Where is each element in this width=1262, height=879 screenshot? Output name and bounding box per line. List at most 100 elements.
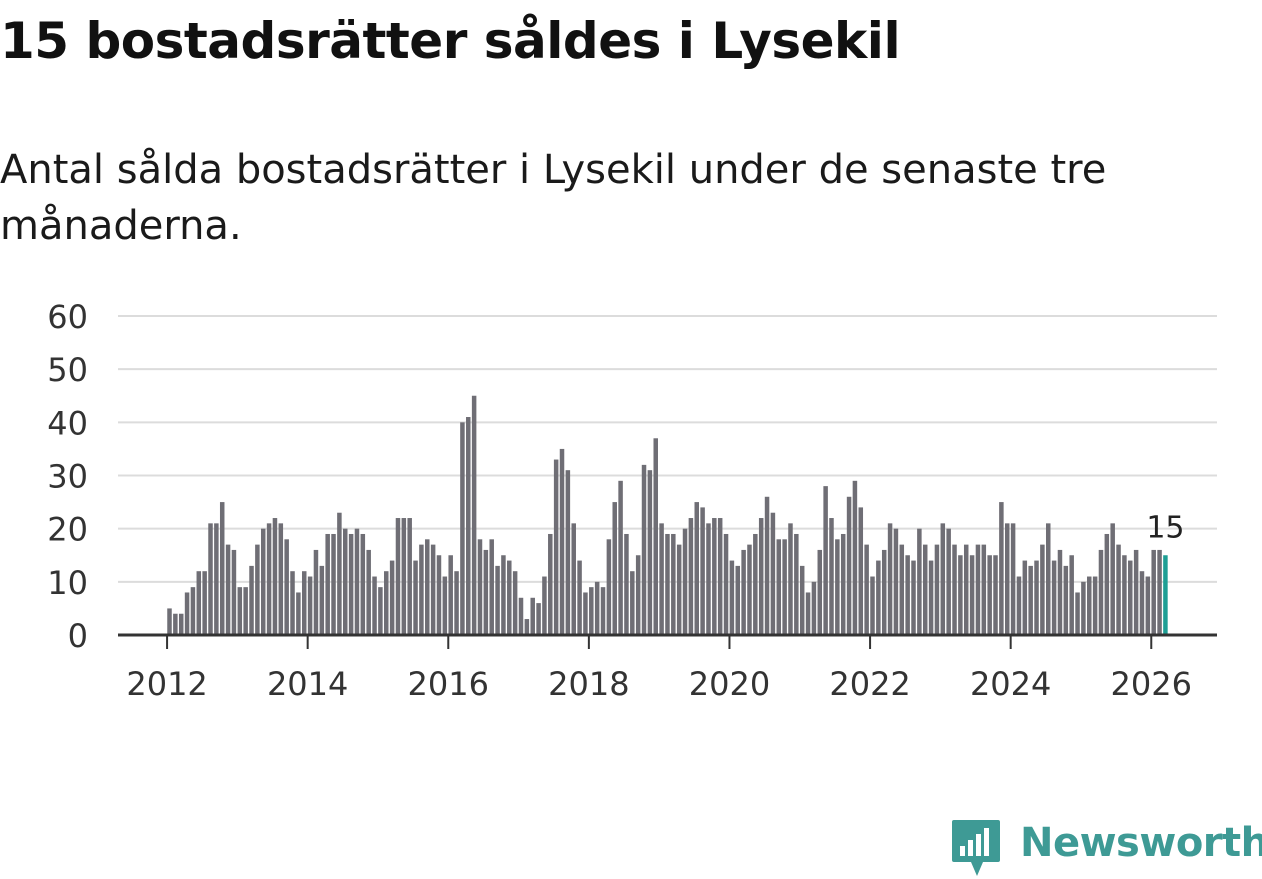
- bar: [846, 496, 852, 635]
- bar: [1016, 576, 1022, 635]
- bar: [881, 549, 887, 635]
- bar: [688, 518, 694, 635]
- bar: [255, 544, 260, 635]
- grid-lines: [118, 315, 1217, 583]
- bar: [612, 502, 617, 635]
- bar: [331, 533, 336, 635]
- bar: [653, 438, 658, 635]
- bar: [1022, 560, 1028, 635]
- x-axis-ticks: 2012 2014 2016 2018 2020 2022 2024 2026: [126, 635, 1192, 703]
- bars: [167, 395, 1168, 635]
- bar: [307, 576, 313, 635]
- bar: [852, 480, 858, 635]
- bar: [196, 571, 202, 635]
- bar: [805, 592, 811, 635]
- bar: [911, 560, 916, 635]
- bar: [389, 560, 395, 635]
- y-tick-label-50: 50: [47, 351, 88, 389]
- bar: [419, 544, 424, 635]
- bar: [676, 544, 682, 635]
- bar: [284, 539, 289, 635]
- bar: [454, 571, 459, 635]
- bar: [946, 528, 951, 635]
- bar: [782, 539, 787, 635]
- bar: [758, 518, 764, 635]
- bar: [448, 555, 453, 635]
- bar: [1028, 565, 1033, 635]
- bar: [296, 592, 301, 635]
- bar: [395, 518, 401, 635]
- bar: [770, 512, 776, 635]
- bar: [178, 613, 184, 635]
- y-tick-label-40: 40: [47, 404, 88, 442]
- bar: [987, 555, 992, 635]
- bar: [1133, 549, 1139, 635]
- annotations: 15: [1146, 510, 1184, 545]
- bar: [835, 539, 840, 635]
- bar: [659, 523, 664, 635]
- bar: [1040, 544, 1045, 635]
- chart-title: 15 bostadsrätter såldes i Lysekil: [0, 12, 901, 70]
- bar: [917, 528, 922, 635]
- bar: [641, 464, 647, 635]
- bar: [694, 502, 699, 635]
- bar-highlight: [1163, 555, 1168, 635]
- bar: [278, 523, 284, 635]
- bar: [337, 512, 342, 635]
- bar: [583, 592, 588, 635]
- bar: [425, 539, 430, 635]
- bar: [483, 549, 489, 635]
- bar: [214, 523, 219, 635]
- bar: [1098, 549, 1104, 635]
- bar: [594, 581, 600, 635]
- x-tick-label-2024: 2024: [970, 665, 1051, 703]
- bar: [266, 523, 272, 635]
- bar: [589, 587, 594, 635]
- bar: [1010, 523, 1016, 635]
- bar: [272, 518, 278, 635]
- bar: [969, 555, 975, 635]
- bar: [366, 549, 371, 635]
- bar: [700, 507, 705, 635]
- y-tick-label-60: 60: [47, 298, 88, 336]
- y-tick-label-30: 30: [47, 458, 88, 496]
- bar: [981, 544, 987, 635]
- bar: [466, 417, 471, 635]
- bar: [495, 565, 500, 635]
- newsworthy-logo-icon: [952, 820, 1000, 876]
- bar: [764, 496, 770, 635]
- bar: [717, 518, 723, 635]
- bar: [887, 523, 893, 635]
- y-tick-label-20: 20: [47, 511, 88, 549]
- bar: [471, 395, 477, 635]
- bar: [753, 533, 758, 635]
- bar: [202, 571, 207, 635]
- bar: [1087, 576, 1092, 635]
- bar: [776, 539, 782, 635]
- newsworthy-logo: Newsworthy: [950, 818, 1262, 876]
- bar: [407, 518, 412, 635]
- bar: [1128, 560, 1133, 635]
- bar: [219, 502, 225, 635]
- bar: [940, 523, 946, 635]
- bar: [1034, 560, 1039, 635]
- bar: [237, 587, 243, 635]
- bar: [1004, 523, 1010, 635]
- bar: [430, 544, 436, 635]
- bar: [952, 544, 957, 635]
- bar: [184, 592, 190, 635]
- bar: [858, 507, 864, 635]
- bar: [553, 459, 559, 635]
- highlight-value-label: 15: [1146, 510, 1184, 545]
- bar: [671, 533, 676, 635]
- chart-subtitle: Antal sålda bostadsrätter i Lysekil unde…: [0, 147, 1107, 249]
- x-tick-label-2022: 2022: [829, 665, 910, 703]
- bar: [507, 560, 512, 635]
- bar: [208, 523, 213, 635]
- bar: [712, 518, 717, 635]
- bar: [1157, 549, 1162, 635]
- bar: [735, 565, 741, 635]
- bar: [401, 518, 407, 635]
- bar: [1139, 571, 1145, 635]
- bar: [559, 448, 565, 635]
